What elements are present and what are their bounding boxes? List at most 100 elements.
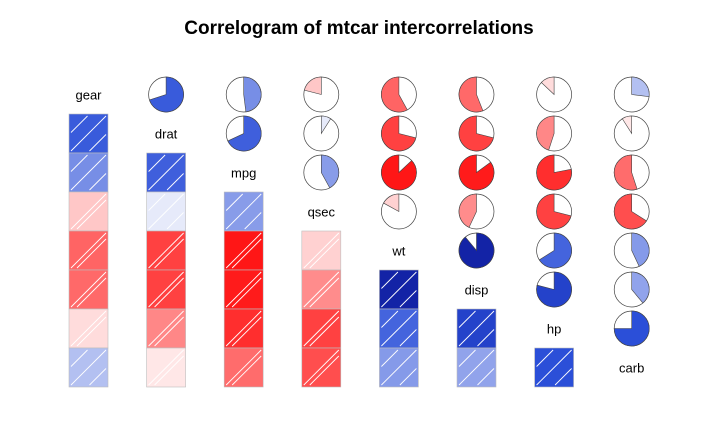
hatch-line-disp-qsec [303, 271, 340, 308]
hatch-line-carb-drat-b [154, 355, 184, 386]
hatch-line-mpg-gear-b [70, 154, 88, 172]
hatch-line-qsec-drat-b [148, 193, 166, 211]
hatch-line-carb-gear-b [70, 349, 88, 367]
pie-slice-drat-wt [381, 115, 417, 152]
hatch-line-disp-wt [381, 271, 417, 308]
chart-title: Correlogram of mtcar intercorrelations [184, 18, 534, 39]
hatch-line-carb-disp [458, 349, 495, 386]
hatch-line-qsec-drat-c [166, 212, 184, 230]
hatch-line-carb-wt-b [381, 349, 399, 367]
hatch-line-hp-drat [148, 310, 184, 347]
pie-slice-drat-hp [536, 115, 555, 151]
hatch-line-wt-mpg [225, 232, 262, 269]
hatch-line-mpg-drat [148, 154, 184, 191]
pie-slice-gear-carb [631, 76, 650, 98]
hatch-line-carb-mpg-b [231, 355, 262, 386]
diagonal-label-disp: disp [465, 283, 489, 298]
pie-slice-wt-hp [538, 232, 572, 269]
hatch-line-disp-wt-c [399, 290, 417, 308]
hatch-line-wt-drat [148, 232, 184, 269]
hatch-line-disp-gear [70, 271, 107, 308]
pie-slice-drat-mpg [227, 115, 262, 152]
hatch-line-hp-gear-b [76, 316, 107, 347]
diagonal-label-qsec: qsec [308, 205, 336, 220]
hatch-line-wt-qsec-b [309, 238, 340, 269]
hatch-line-carb-hp-b [536, 349, 554, 367]
hatch-line-carb-drat [148, 349, 184, 386]
pie-slice-mpg-qsec [321, 154, 340, 189]
hatch-line-disp-wt-b [381, 271, 399, 289]
pie-slice-disp-carb [631, 271, 650, 304]
pie-slice-gear-qsec [303, 76, 322, 95]
pie-slice-mpg-disp [458, 154, 495, 191]
pie-slice-gear-hp [540, 76, 555, 96]
hatch-line-qsec-gear-b [76, 199, 107, 230]
diagonal-label-carb: carb [619, 361, 644, 376]
hatch-line-mpg-gear-c [89, 173, 107, 191]
hatch-line-hp-mpg [225, 310, 262, 347]
hatch-line-mpg-drat-c [166, 173, 184, 191]
diagonal-label-hp: hp [547, 322, 561, 337]
hatch-line-wt-qsec [303, 232, 340, 269]
pie-slice-gear-mpg [243, 76, 262, 113]
hatch-line-qsec-gear [70, 193, 107, 230]
hatch-line-carb-wt-c [399, 368, 417, 386]
hatch-line-carb-wt [381, 349, 417, 386]
diagonal-label-drat: drat [155, 127, 178, 142]
pie-slice-gear-wt [381, 76, 408, 113]
hatch-line-hp-mpg-b [231, 316, 262, 347]
pie-slice-drat-carb [621, 115, 632, 135]
hatch-line-disp-drat-b [154, 277, 184, 308]
hatch-line-carb-gear [70, 349, 107, 386]
hatch-line-disp-drat [148, 271, 184, 308]
hatch-line-wt-drat-b [154, 238, 184, 269]
pie-slice-disp-hp [536, 271, 572, 308]
hatch-line-disp-gear-b [76, 277, 107, 308]
hatch-line-wt-mpg-b [231, 238, 262, 269]
diagonal-label-wt: wt [391, 244, 405, 259]
hatch-line-qsec-mpg [225, 193, 262, 230]
hatch-line-drat-gear-c [89, 134, 107, 152]
hatch-line-wt-gear [70, 232, 107, 269]
pie-slice-qsec-wt [383, 193, 400, 213]
pie-slice-drat-qsec [321, 115, 332, 135]
hatch-line-hp-wt [381, 310, 417, 347]
hatch-line-hp-wt-c [399, 329, 417, 347]
hatch-line-hp-disp-c [477, 329, 495, 347]
pie-slice-gear-disp [458, 76, 484, 113]
hatch-line-hp-wt-b [381, 310, 399, 328]
pie-slice-qsec-hp [536, 193, 572, 230]
pie-slice-mpg-carb [613, 154, 638, 191]
pie-slice-drat-disp [458, 115, 494, 152]
hatch-line-drat-gear-b [70, 115, 88, 133]
pie-slice-wt-disp [458, 232, 495, 269]
hatch-line-carb-hp [536, 349, 572, 386]
pie-slice-qsec-disp [458, 193, 477, 228]
pie-slice-mpg-hp [536, 154, 572, 191]
hatch-line-carb-disp-c [477, 368, 495, 386]
diagonal-label-gear: gear [75, 88, 102, 103]
hatch-line-hp-gear [70, 310, 107, 347]
hatch-line-hp-qsec [303, 310, 340, 347]
hatch-line-hp-disp-b [458, 310, 476, 328]
hatch-line-disp-mpg-b [231, 277, 262, 308]
pie-slice-hp-carb [613, 310, 650, 347]
hatch-line-qsec-mpg-c [244, 212, 262, 230]
hatch-line-disp-qsec-b [309, 277, 340, 308]
pie-slice-gear-drat [149, 76, 184, 113]
hatch-line-carb-gear-c [89, 368, 107, 386]
hatch-line-carb-disp-b [458, 349, 476, 367]
hatch-line-drat-gear [70, 115, 107, 152]
hatch-line-qsec-mpg-b [225, 193, 244, 211]
hatch-line-wt-gear-b [76, 238, 107, 269]
hatch-line-disp-mpg [225, 271, 262, 308]
hatch-line-mpg-gear [70, 154, 107, 191]
pie-slice-qsec-carb [613, 193, 647, 230]
diagonal-label-mpg: mpg [231, 166, 256, 181]
hatch-line-carb-hp-c [554, 368, 572, 386]
pie-slice-mpg-wt [381, 154, 417, 191]
pie-slice-wt-carb [631, 232, 650, 267]
hatch-line-carb-qsec-b [309, 355, 340, 386]
hatch-line-qsec-drat [148, 193, 184, 230]
